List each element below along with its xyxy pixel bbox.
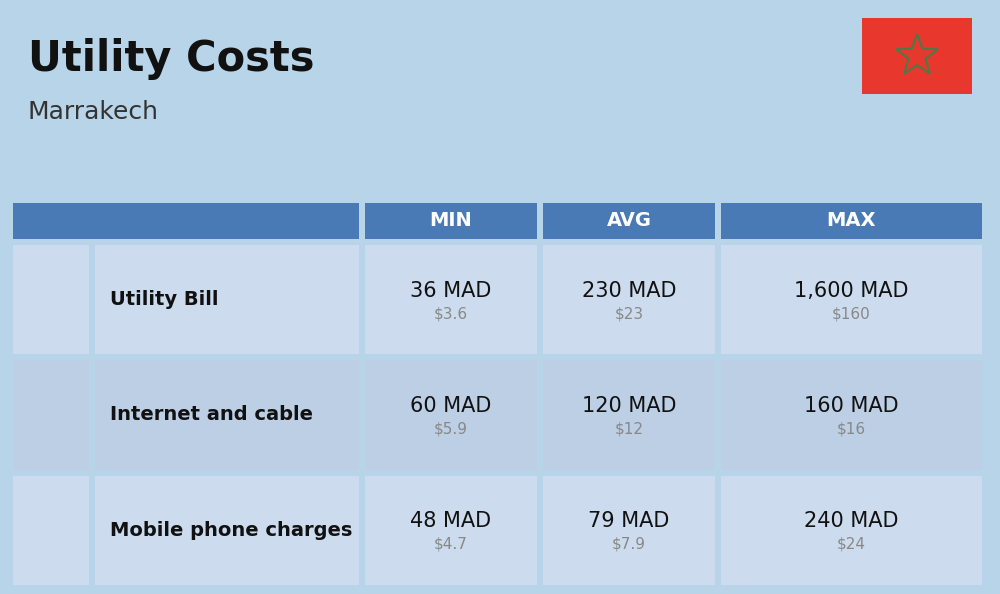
Text: 160 MAD: 160 MAD bbox=[804, 396, 899, 416]
Bar bbox=[95, 476, 359, 585]
Bar bbox=[543, 476, 715, 585]
Text: MAX: MAX bbox=[827, 211, 876, 230]
Text: Internet and cable: Internet and cable bbox=[110, 406, 313, 425]
Bar bbox=[721, 476, 982, 585]
Text: 79 MAD: 79 MAD bbox=[588, 511, 670, 532]
Bar bbox=[862, 18, 972, 94]
Text: 230 MAD: 230 MAD bbox=[582, 281, 676, 301]
Bar bbox=[721, 245, 982, 355]
Text: Mobile phone charges: Mobile phone charges bbox=[110, 521, 352, 540]
Text: $12: $12 bbox=[614, 422, 644, 437]
Bar bbox=[365, 245, 537, 355]
Text: $7.9: $7.9 bbox=[612, 537, 646, 552]
Text: Utility Bill: Utility Bill bbox=[110, 290, 218, 309]
Text: 60 MAD: 60 MAD bbox=[410, 396, 492, 416]
Text: $3.6: $3.6 bbox=[434, 306, 468, 321]
Bar bbox=[721, 361, 982, 470]
Text: $5.9: $5.9 bbox=[434, 422, 468, 437]
Bar bbox=[95, 361, 359, 470]
Bar bbox=[721, 203, 982, 239]
Text: Utility Costs: Utility Costs bbox=[28, 38, 314, 80]
Text: 120 MAD: 120 MAD bbox=[582, 396, 676, 416]
Bar bbox=[95, 245, 359, 355]
Text: 1,600 MAD: 1,600 MAD bbox=[794, 281, 909, 301]
Text: $23: $23 bbox=[614, 306, 644, 321]
Bar bbox=[543, 203, 715, 239]
Text: $16: $16 bbox=[837, 422, 866, 437]
Text: 48 MAD: 48 MAD bbox=[410, 511, 492, 532]
Bar bbox=[543, 245, 715, 355]
Text: $160: $160 bbox=[832, 306, 871, 321]
Text: Marrakech: Marrakech bbox=[28, 100, 159, 124]
Text: AVG: AVG bbox=[606, 211, 652, 230]
Bar bbox=[365, 476, 537, 585]
Bar bbox=[543, 361, 715, 470]
Text: 240 MAD: 240 MAD bbox=[804, 511, 899, 532]
Bar bbox=[13, 361, 89, 470]
Text: $4.7: $4.7 bbox=[434, 537, 468, 552]
Bar bbox=[13, 245, 89, 355]
Bar bbox=[13, 203, 359, 239]
Bar bbox=[365, 203, 537, 239]
Text: 36 MAD: 36 MAD bbox=[410, 281, 492, 301]
Text: $24: $24 bbox=[837, 537, 866, 552]
Bar bbox=[13, 476, 89, 585]
Bar bbox=[365, 361, 537, 470]
Text: MIN: MIN bbox=[430, 211, 472, 230]
